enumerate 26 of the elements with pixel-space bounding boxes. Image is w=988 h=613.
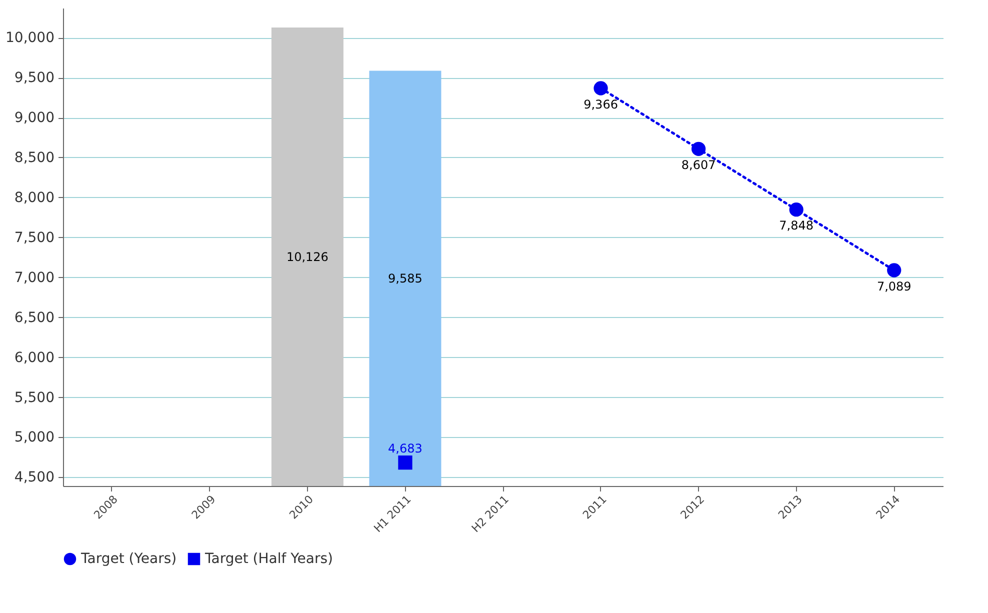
data-label: 7,089 — [876, 279, 912, 294]
y-tick-label: 9,000 — [14, 110, 54, 126]
y-tick-label: 8,000 — [14, 190, 54, 206]
y-tick-label: 9,500 — [14, 70, 54, 86]
data-label: 8,607 — [681, 158, 716, 172]
data-label: 4,683 — [388, 442, 422, 456]
data-label: 7,848 — [779, 218, 814, 233]
data-label: 9,366 — [584, 97, 618, 112]
point — [887, 263, 902, 278]
point — [398, 456, 412, 470]
y-tick-label: 6,000 — [14, 350, 54, 366]
data-label: 10,126 — [286, 250, 328, 264]
y-tick-label: 4,500 — [14, 470, 54, 486]
y-tick-label: 8,500 — [14, 150, 54, 166]
y-tick-label: 5,000 — [14, 430, 54, 446]
y-tick-label: 7,500 — [14, 230, 54, 246]
legend-label: Target (Half Years) — [204, 551, 333, 567]
point — [691, 142, 706, 156]
legend-label: Target (Years) — [80, 551, 177, 567]
y-tick-label: 6,500 — [14, 310, 54, 326]
y-tick-label: 10,000 — [6, 30, 54, 46]
point — [789, 202, 804, 217]
data-label: 9,585 — [388, 271, 422, 286]
point — [594, 81, 608, 96]
y-tick-label: 5,500 — [14, 390, 54, 406]
y-tick-label: 7,000 — [14, 270, 54, 286]
